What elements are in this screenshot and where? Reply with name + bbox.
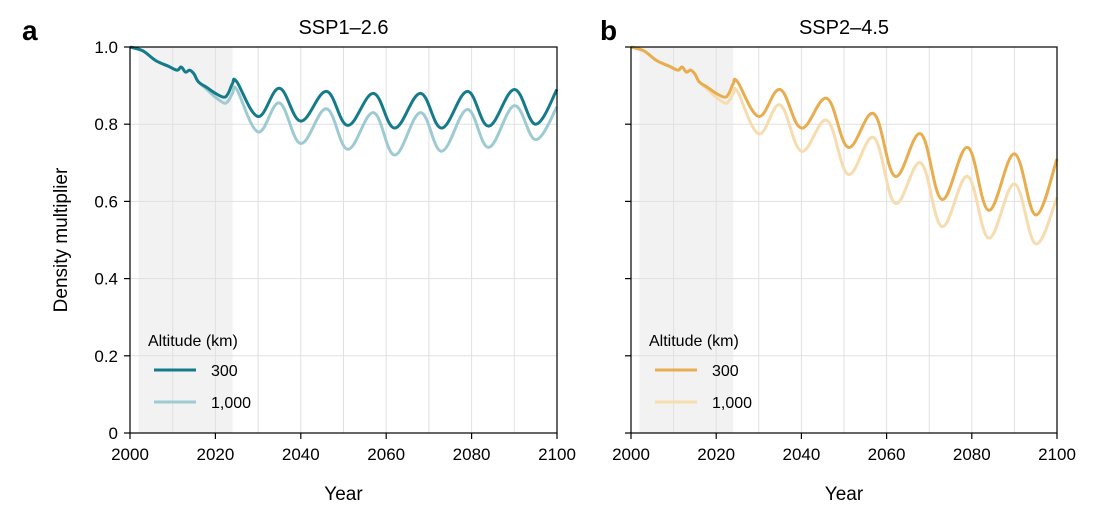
panel-a-y-tick-label: 0.4 [94, 270, 118, 289]
panel-a-legend-title: Altitude (km) [148, 333, 238, 350]
panel-a-x-tick-label: 2000 [111, 445, 149, 464]
panel-a-x-tick-label: 2100 [538, 445, 576, 464]
panel-a-x-tick-label: 2060 [367, 445, 405, 464]
panel-a-y-tick-label: 0.2 [94, 347, 118, 366]
panel-b-title: SSP2–4.5 [799, 17, 889, 39]
panel-a-y-tick-label: 0 [109, 424, 118, 443]
panel-b-legend: Altitude (km) 300 1,000 [649, 333, 752, 412]
panel-a-series-line-300 [129, 45, 559, 130]
panel-a-y-tick-label: 1.0 [94, 38, 118, 57]
panel-a-plot-frame [129, 46, 558, 434]
panel-a-x-tick-label: 2020 [196, 445, 234, 464]
panel-a-legend: Altitude (km) 300 1,000 [148, 333, 251, 412]
panel-a-legend-label: 1,000 [211, 395, 251, 412]
panel-b-x-tick-label: 2060 [868, 445, 906, 464]
panel-b-plot-frame [630, 46, 1058, 434]
panel-b-x-tick-label: 2000 [612, 445, 650, 464]
panel-b-x-tick-label: 2080 [953, 445, 991, 464]
panel-b-letter: b [600, 15, 617, 46]
panel-b-legend-title: Altitude (km) [649, 333, 739, 350]
panel-b-x-tick-label: 2040 [782, 445, 820, 464]
panel-b-legend-label: 300 [712, 363, 739, 380]
panel-a-y-axis-label: Density multiplier [51, 167, 72, 312]
panel-b: 2000 2020 2040 2060 2080 2100 SSP2–4.5 b Year Alt… [600, 15, 1076, 505]
panel-a-x-tick-label: 2080 [453, 445, 491, 464]
panel-a-legend-label: 300 [211, 363, 238, 380]
panel-a-x-tick-label: 2040 [282, 445, 320, 464]
panel-a-x-axis-label: Year [324, 484, 363, 505]
panel-b-x-tick-label: 2020 [697, 445, 735, 464]
panel-a-y-tick-label: 0.6 [94, 192, 118, 211]
panel-a-y-tick-label: 0.8 [94, 115, 118, 134]
panel-a-title: SSP1–2.6 [298, 17, 388, 39]
panel-a: 2000 2020 2040 2060 2080 2100 0 0.2 0.4 0.6 0.8 1.0… [22, 15, 576, 505]
panel-b-series-line-300 [630, 45, 1059, 217]
panel-b-legend-label: 1,000 [712, 395, 752, 412]
panel-b-x-tick-label: 2100 [1038, 445, 1076, 464]
panel-b-x-axis-label: Year [825, 484, 864, 505]
panel-a-letter: a [22, 15, 38, 46]
